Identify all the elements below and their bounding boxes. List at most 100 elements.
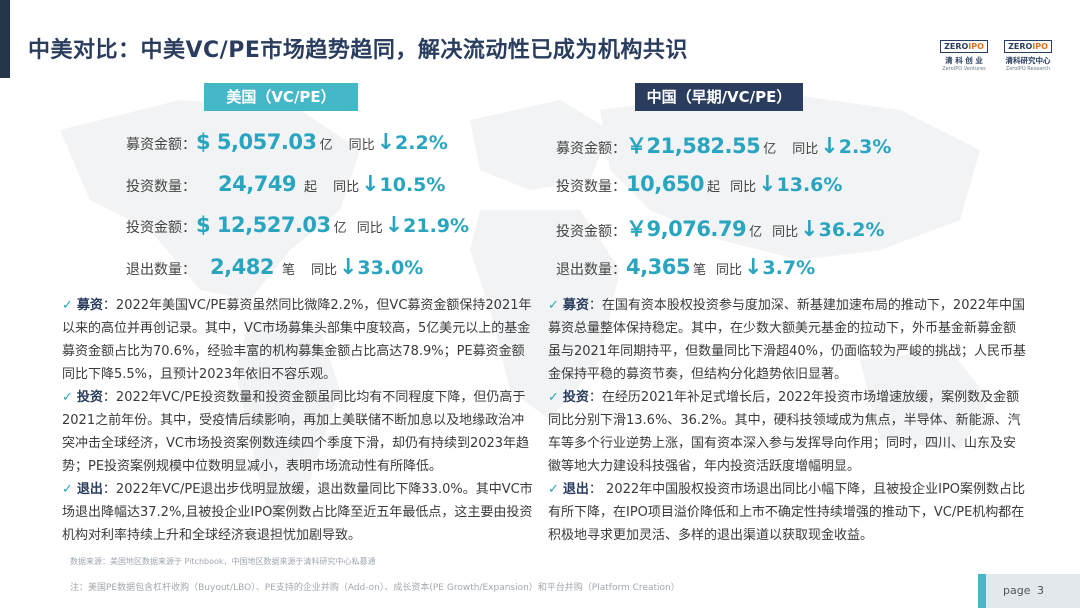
page-indicator-accent <box>978 574 986 608</box>
us-bullet-investment: ✓ 投资：2022年VC/PE投资数量和投资金额虽同比均有不同程度下降，但仍高于2… <box>62 386 534 478</box>
check-icon: ✓ <box>548 390 559 405</box>
check-icon: ✓ <box>62 482 73 497</box>
metric-yoy-value: 21.9% <box>403 215 470 237</box>
bullet-keyword: 退出 <box>562 482 589 497</box>
corner-accent-bar <box>0 0 10 78</box>
metric-value: 24,749 <box>218 172 297 196</box>
bullet-keyword: 投资 <box>562 390 589 405</box>
down-arrow-icon: ↓ <box>384 213 404 238</box>
metric-yoy-value: 13.6% <box>776 174 843 196</box>
bullet-text: ：在国有资本股权投资参与度加深、新基建加速布局的推动下，2022年中国募资总量整… <box>548 298 1026 382</box>
zeroipo-ventures-logo: ZEROIPO 清 科 创 业 ZeroIPO Ventures <box>936 34 992 72</box>
cn-bullets: ✓ 募资：在国有资本股权投资参与度加深、新基建加速布局的推动下，2022年中国募资… <box>548 294 1026 547</box>
page-title: 中美对比：中美VC/PE市场趋势趋同，解决流动性已成为机构共识 <box>28 38 688 63</box>
metric-label: 投资数量： <box>556 179 626 195</box>
cn-metric-deal-count: 投资数量： 10,650 起 同比 ↓ 13.6% <box>556 172 842 202</box>
bullet-text: ：2022年美国VC/PE募资虽然同比微降2.2%，但VC募资金额保持2021年… <box>62 298 532 382</box>
logo-text-a: ZERO <box>1008 42 1033 51</box>
metric-yoy-label: 同比 <box>772 225 799 240</box>
bullet-keyword: 募资 <box>562 298 589 313</box>
metric-unit: 亿 <box>763 142 777 157</box>
metric-unit: 笔 <box>692 263 706 278</box>
cn-metric-investment-amount: 投资金额： ￥9,076.79 亿 同比 ↓ 36.2% <box>556 213 885 243</box>
cn-bullet-investment: ✓ 投资：在经历2021年补足式增长后，2022年投资市场增速放缓，案例数及金额同… <box>548 386 1026 478</box>
check-icon: ✓ <box>62 390 73 405</box>
metric-yoy-value: 2.3% <box>838 136 892 158</box>
down-arrow-icon: ↓ <box>800 217 819 242</box>
metric-value: 2,482 <box>210 255 274 279</box>
bullet-text: ： 2022年中国股权投资市场退出同比小幅下降，且被投企业IPO案例数占比有所下… <box>548 482 1026 543</box>
logo-text-b: IPO <box>968 42 984 51</box>
metric-value: ￥21,582.55 <box>626 134 761 158</box>
logo-text-a: ZERO <box>944 42 969 51</box>
metric-yoy-label: 同比 <box>348 138 375 153</box>
metric-value: $ 5,057.03 <box>196 130 317 154</box>
logo-text-b: IPO <box>1032 42 1048 51</box>
page-label: page <box>1003 584 1031 597</box>
metric-yoy-label: 同比 <box>730 180 757 195</box>
metric-label: 募资金额： <box>126 137 196 153</box>
page-indicator <box>978 574 1080 608</box>
logo-en: ZeroIPO Research <box>1005 66 1051 72</box>
metric-unit: 起 <box>304 180 318 195</box>
bullet-text: ：2022年VC/PE退出步伐明显放缓，退出数量同比下降33.0%。其中VC市场… <box>62 482 533 543</box>
cn-metric-fundraising: 募资金额： ￥21,582.55 亿 同比 ↓ 2.3% <box>556 130 891 160</box>
logo-en: ZeroIPO Ventures <box>942 66 986 72</box>
bullet-text: ：在经历2021年补足式增长后，2022年投资市场增速放缓，案例数及金额同比分别… <box>548 390 1021 474</box>
metric-value: ￥9,076.79 <box>626 217 747 241</box>
us-bullet-exit: ✓ 退出：2022年VC/PE退出步伐明显放缓，退出数量同比下降33.0%。其中V… <box>62 478 534 547</box>
metric-value: $ 12,527.03 <box>196 213 331 237</box>
down-arrow-icon: ↓ <box>338 255 358 280</box>
metric-label: 退出数量： <box>126 262 196 278</box>
bullet-text: ：2022年VC/PE投资数量和投资金额虽同比均有不同程度下降，但仍高于2021… <box>62 390 530 474</box>
bullet-keyword: 募资 <box>76 298 103 313</box>
cn-metric-exits: 退出数量： 4,365 笔 同比 ↓ 3.7% <box>556 255 815 285</box>
logo-cn: 清 科 创 业 <box>945 56 983 65</box>
us-metric-deal-count: 投资数量： 24,749 起 同比 ↓ 10.5% <box>126 172 445 202</box>
metric-unit: 亿 <box>333 221 347 236</box>
metric-label: 投资金额： <box>556 224 626 240</box>
down-arrow-icon: ↓ <box>743 255 763 280</box>
logo-box: ZEROIPO <box>1004 40 1052 53</box>
metric-yoy-value: 33.0% <box>357 257 424 279</box>
check-icon: ✓ <box>548 298 559 313</box>
us-bullets: ✓ 募资：2022年美国VC/PE募资虽然同比微降2.2%，但VC募资金额保持20… <box>62 294 534 547</box>
check-icon: ✓ <box>548 482 559 497</box>
metric-yoy-label: 同比 <box>310 263 337 278</box>
metric-label: 退出数量： <box>556 262 626 278</box>
cn-section-header: 中国（早期/VC/PE） <box>635 83 803 111</box>
cn-bullet-fundraising: ✓ 募资：在国有资本股权投资参与度加深、新基建加速布局的推动下，2022年中国募资… <box>548 294 1026 386</box>
logo-group: ZEROIPO 清 科 创 业 ZeroIPO Ventures ZEROIPO… <box>936 34 1056 72</box>
metric-yoy-label: 同比 <box>715 263 742 278</box>
cn-bullet-exit: ✓ 退出： 2022年中国股权投资市场退出同比小幅下降，且被投企业IPO案例数占比… <box>548 478 1026 547</box>
metric-value: 4,365 <box>626 255 690 279</box>
page-number: 3 <box>1037 584 1044 597</box>
metric-yoy-value: 2.2% <box>395 132 448 154</box>
metric-yoy-label: 同比 <box>333 180 360 195</box>
metric-unit: 笔 <box>281 263 295 278</box>
metric-yoy-value: 36.2% <box>818 219 885 241</box>
down-arrow-icon: ↓ <box>361 172 380 197</box>
check-icon: ✓ <box>62 298 73 313</box>
footnote: 注：美国PE数据包含杠杆收购（Buyout/LBO）、PE支持的企业并购（Add… <box>70 583 680 593</box>
us-metric-fundraising: 募资金额： $ 5,057.03 亿 同比 ↓ 2.2% <box>126 130 448 160</box>
us-section-header: 美国（VC/PE） <box>204 83 358 111</box>
metric-unit: 起 <box>707 180 721 195</box>
us-metric-investment-amount: 投资金额： $ 12,527.03 亿 同比 ↓ 21.9% <box>126 213 469 243</box>
logo-box: ZEROIPO <box>940 40 988 53</box>
us-bullet-fundraising: ✓ 募资：2022年美国VC/PE募资虽然同比微降2.2%，但VC募资金额保持20… <box>62 294 534 386</box>
down-arrow-icon: ↓ <box>820 134 839 159</box>
metric-unit: 亿 <box>319 138 333 153</box>
metric-value: 10,650 <box>626 172 705 196</box>
metric-yoy-label: 同比 <box>792 142 819 157</box>
metric-label: 投资金额： <box>126 220 196 236</box>
logo-cn: 清科研究中心 <box>1005 56 1051 65</box>
metric-yoy-label: 同比 <box>356 221 383 236</box>
data-source: 数据来源：美国地区数据来源于 Pitchbook，中国地区数据来源于清科研究中心… <box>70 557 376 566</box>
down-arrow-icon: ↓ <box>376 130 396 155</box>
metric-yoy-value: 10.5% <box>379 174 446 196</box>
metric-unit: 亿 <box>749 225 763 240</box>
zeroipo-research-logo: ZEROIPO 清科研究中心 ZeroIPO Research <box>1000 34 1056 72</box>
down-arrow-icon: ↓ <box>758 172 777 197</box>
bullet-keyword: 退出 <box>76 482 103 497</box>
